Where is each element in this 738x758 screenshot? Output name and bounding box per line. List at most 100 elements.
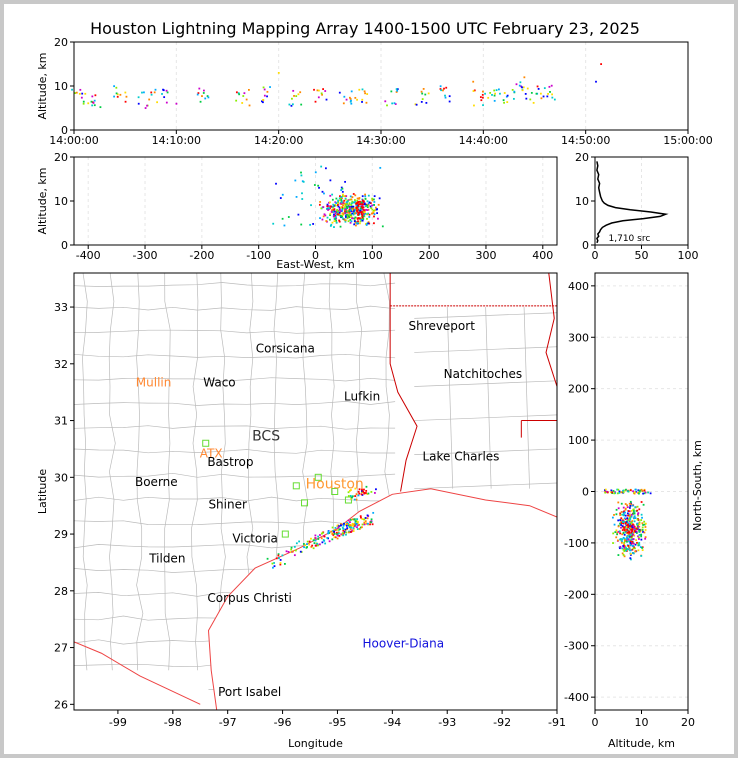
source-dot <box>628 534 630 537</box>
source-dot <box>314 534 317 537</box>
source-dot <box>349 215 352 218</box>
source-dot <box>321 531 324 534</box>
source-dot <box>643 489 646 492</box>
source-dot <box>634 488 637 491</box>
source-dot <box>630 531 633 534</box>
source-dot <box>621 538 624 541</box>
source-dot <box>345 198 347 201</box>
source-dot <box>343 199 346 202</box>
city-label: Boerne <box>135 475 178 489</box>
source-dot <box>81 92 84 95</box>
source-dot <box>340 203 343 206</box>
source-dot <box>539 92 542 95</box>
source-dot <box>349 195 352 198</box>
source-dot <box>198 87 201 90</box>
source-dot <box>359 207 362 210</box>
source-dot <box>355 212 358 215</box>
source-dot <box>396 88 399 90</box>
source-dot <box>328 218 331 221</box>
source-dot <box>626 512 629 515</box>
source-dot <box>638 531 641 533</box>
mississippi-river <box>545 273 557 387</box>
source-dot <box>340 533 343 536</box>
source-dot <box>627 514 629 517</box>
parish-line <box>414 380 557 387</box>
source-dot <box>444 94 446 97</box>
source-dot <box>493 89 496 92</box>
source-dot <box>605 490 608 493</box>
time-tick-label: 14:40:00 <box>459 134 508 147</box>
source-dot <box>318 543 321 546</box>
source-dot <box>333 530 336 533</box>
source-dot <box>371 523 374 526</box>
source-dot <box>632 533 635 536</box>
source-dot <box>341 215 343 218</box>
source-dot <box>340 198 343 201</box>
source-dot <box>636 523 639 526</box>
source-dot <box>349 212 351 214</box>
source-dot <box>339 210 342 212</box>
source-dot <box>314 171 317 174</box>
ns-alt-tick-label: 20 <box>681 716 695 729</box>
source-dot <box>352 193 355 195</box>
source-dot <box>340 206 342 209</box>
plan-view-panel: Shreveport Corsicana Natchitoches Mullin Wac… <box>36 272 566 750</box>
source-dot <box>163 96 166 99</box>
source-dot <box>279 562 282 564</box>
source-dot <box>620 517 623 520</box>
source-dot <box>92 102 95 104</box>
source-dot <box>354 522 357 525</box>
source-dot <box>237 92 240 95</box>
source-dot <box>515 83 518 86</box>
source-dot <box>624 511 626 514</box>
source-dot <box>357 490 360 493</box>
source-dot <box>331 532 334 535</box>
source-dot <box>473 89 476 92</box>
source-dot <box>353 212 356 215</box>
source-dot <box>628 530 630 533</box>
source-dot <box>330 530 333 533</box>
source-dot <box>521 86 523 89</box>
source-dot <box>638 525 641 528</box>
source-dot <box>353 525 356 528</box>
source-dot <box>137 102 140 105</box>
source-dot <box>329 179 332 182</box>
source-dot <box>347 215 350 217</box>
source-dot <box>367 222 370 225</box>
source-dot <box>343 202 346 205</box>
source-dot <box>620 524 622 526</box>
source-dot <box>326 208 328 210</box>
source-dot <box>551 96 554 99</box>
source-dot <box>302 180 305 183</box>
source-dot <box>331 193 334 196</box>
source-dot <box>281 217 284 220</box>
ns-tick-label: 200 <box>568 383 589 396</box>
source-dot <box>618 530 621 533</box>
source-dot <box>640 513 643 516</box>
ew-tick-label: 400 <box>532 249 553 262</box>
source-dot <box>335 221 338 224</box>
source-dot <box>371 197 374 200</box>
source-dot <box>631 545 634 547</box>
lon-tick-label: -98 <box>164 716 182 729</box>
source-dot <box>71 88 73 91</box>
source-dot <box>297 213 300 216</box>
source-dot <box>628 540 630 543</box>
source-dot <box>350 220 353 223</box>
source-dot <box>338 207 341 210</box>
city-label: Port Isabel <box>218 685 281 699</box>
source-dot <box>623 541 626 544</box>
source-dot <box>644 536 647 539</box>
county-line <box>74 305 396 311</box>
source-dot <box>93 104 96 107</box>
source-dot <box>345 209 348 212</box>
source-dot <box>506 94 509 97</box>
source-dot <box>481 96 484 99</box>
source-dot <box>349 528 352 531</box>
source-dot <box>637 519 640 521</box>
source-dot <box>367 204 370 207</box>
source-dot <box>351 529 354 532</box>
source-dot <box>363 203 366 206</box>
source-dot <box>339 524 342 527</box>
source-dot <box>351 217 354 220</box>
